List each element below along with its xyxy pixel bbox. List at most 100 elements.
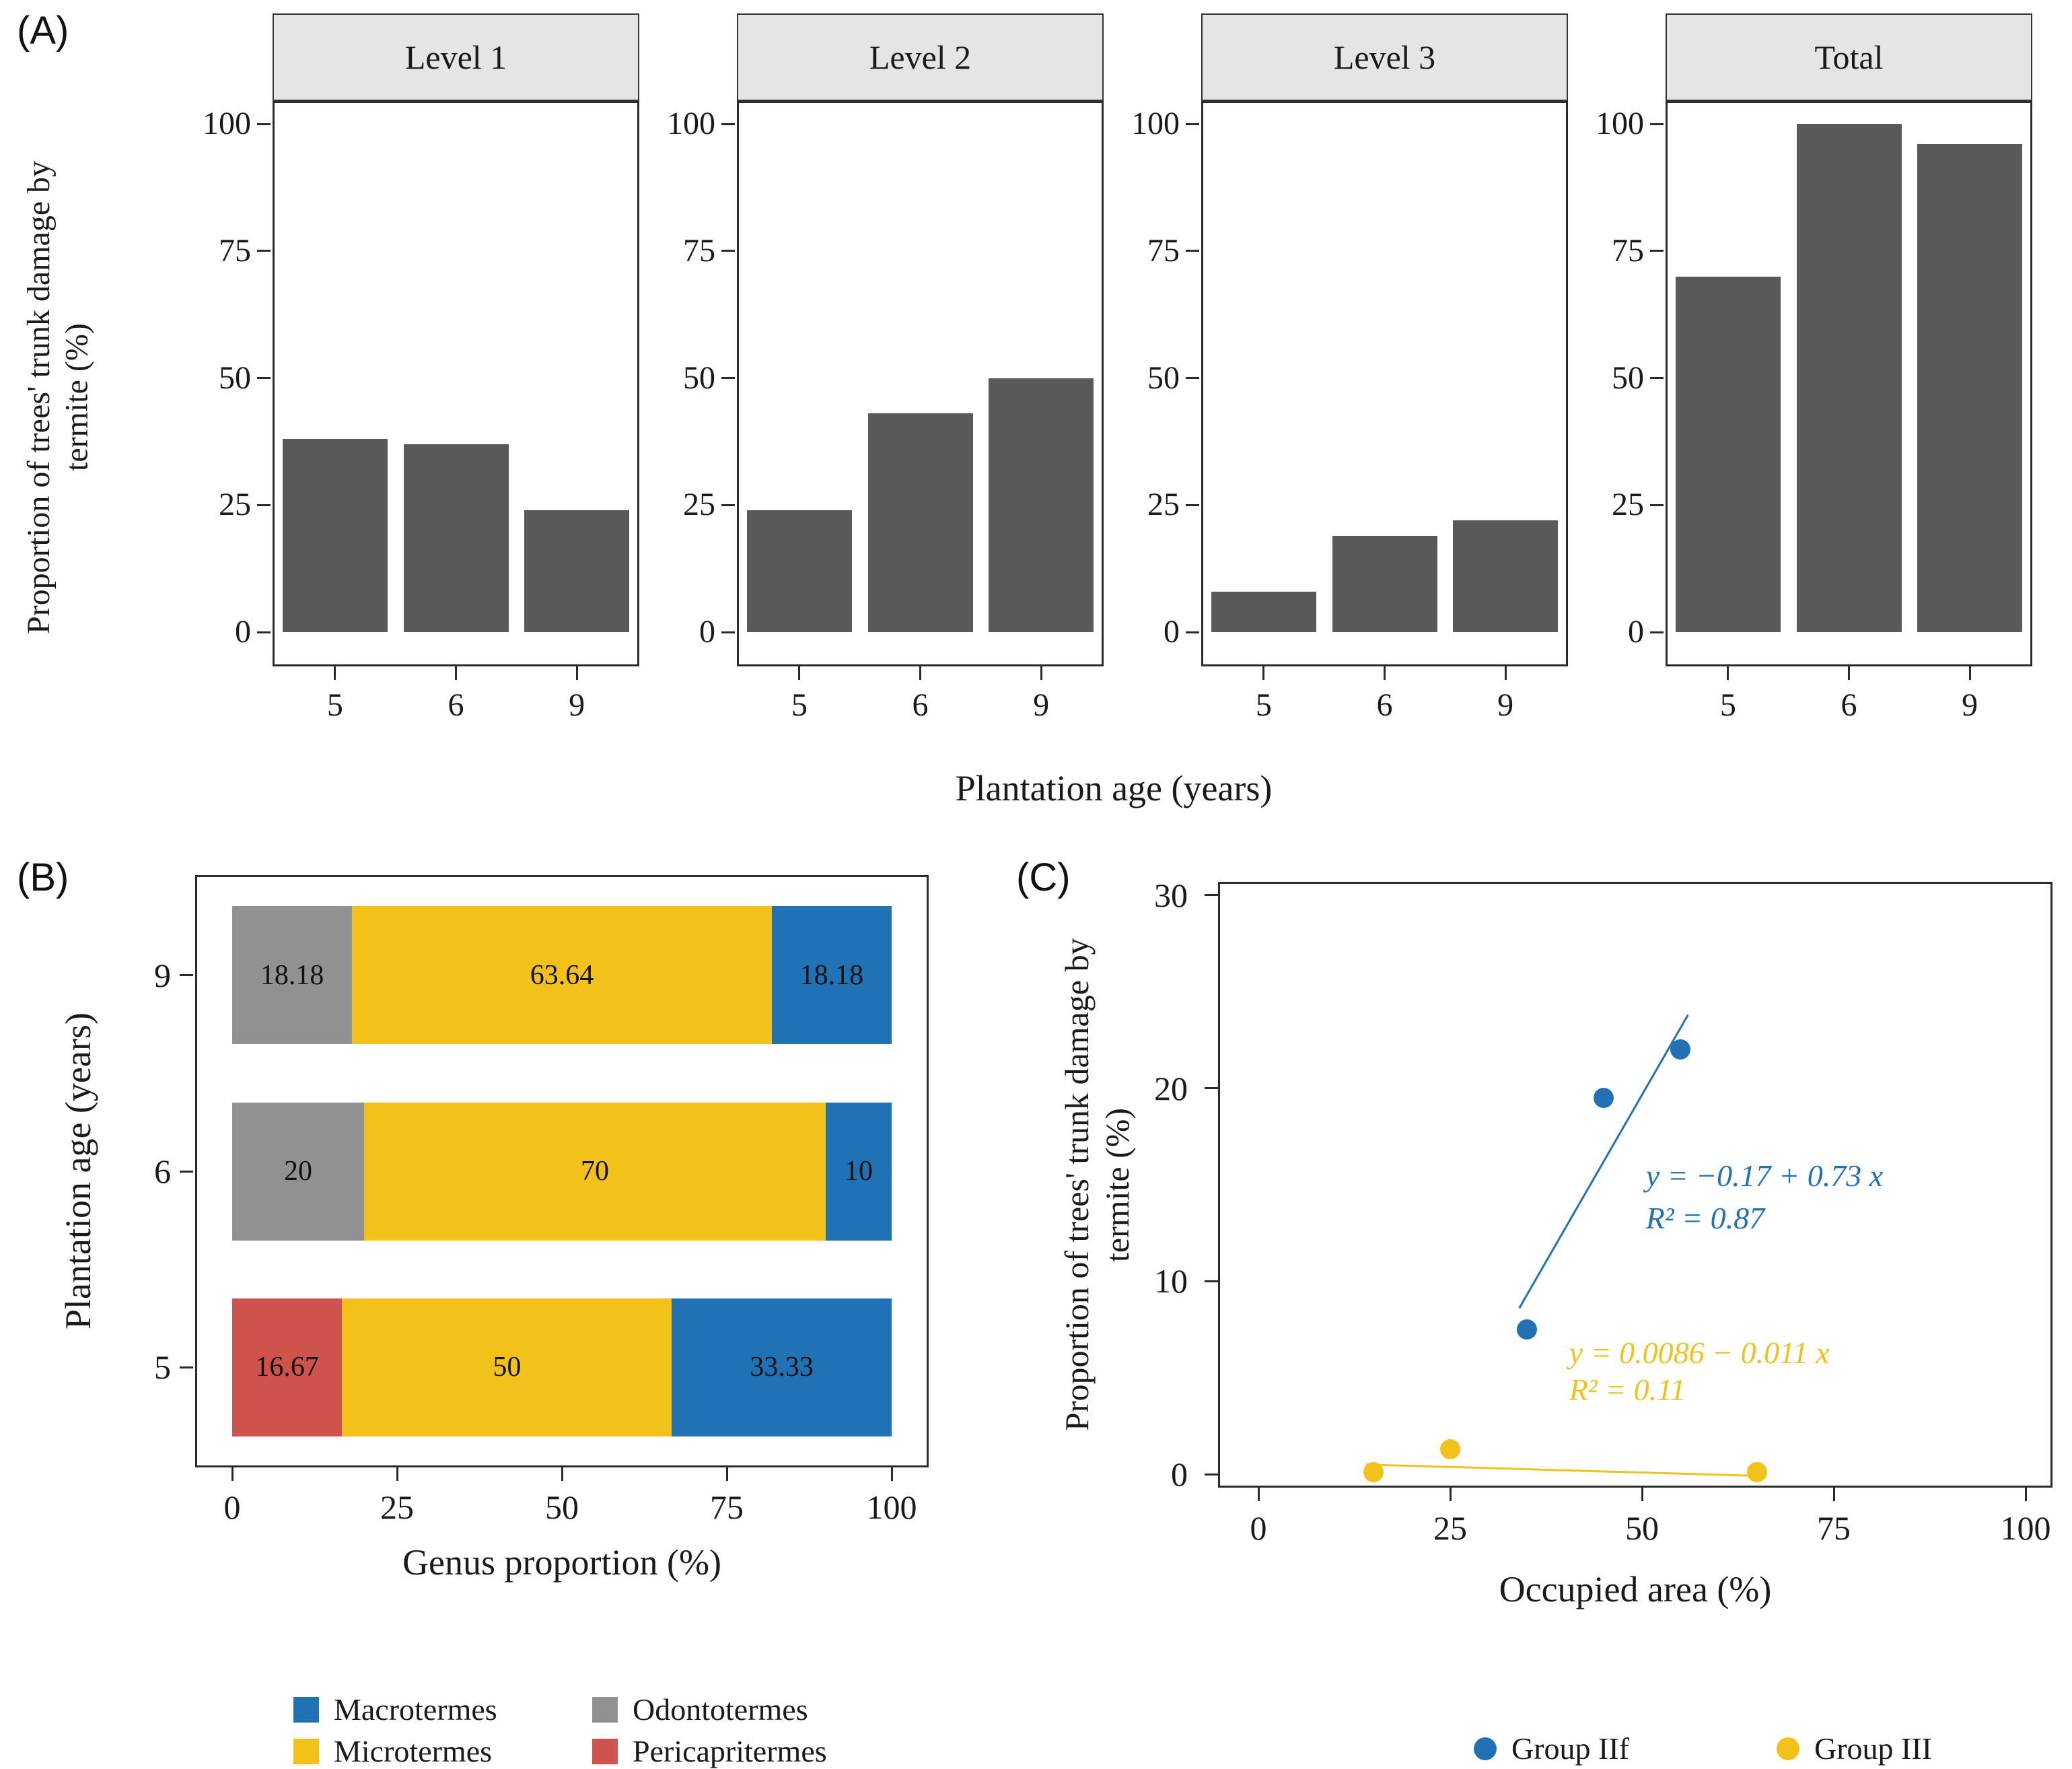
facet-body: 0 25 50 75 100 bbox=[195, 101, 639, 666]
x-tick-mark bbox=[1641, 1488, 1643, 1501]
x-tick-label: 5 bbox=[1255, 687, 1272, 723]
pericapritermes-swatch bbox=[592, 1738, 618, 1764]
x-tick-label: 50 bbox=[545, 1488, 579, 1526]
y-tick-label: 0 bbox=[699, 614, 715, 650]
y-tick-label: 75 bbox=[219, 232, 251, 269]
facet-strip-level-3: Level 3 bbox=[1201, 13, 1568, 101]
y-tick-label: 50 bbox=[683, 359, 715, 396]
point-group-iii bbox=[1440, 1438, 1460, 1459]
y-axis: 0 25 50 75 100 bbox=[1588, 101, 1666, 666]
bar-age-9 bbox=[524, 510, 630, 632]
x-tick-mark bbox=[455, 666, 457, 680]
y-tick-mark bbox=[1205, 894, 1218, 897]
y-tick-label: 50 bbox=[1612, 359, 1644, 396]
x-tick-mark bbox=[1727, 666, 1729, 680]
facet-strip-level-1: Level 1 bbox=[273, 13, 639, 101]
y-tick-label: 0 bbox=[1171, 1455, 1188, 1493]
y-axis: 0 25 50 75 100 bbox=[195, 101, 273, 666]
x-tick-label: 9 bbox=[1033, 687, 1050, 723]
bar-age-5 bbox=[1675, 276, 1781, 632]
x-tick-mark bbox=[798, 666, 801, 680]
stacked-bar-age-6: 20 70 10 bbox=[232, 1102, 892, 1241]
fit-lines bbox=[1365, 1014, 1765, 1478]
legend-item-pericapritermes: Pericapritermes bbox=[592, 1733, 827, 1769]
x-tick-mark bbox=[561, 1467, 563, 1481]
facet-plot-level-2 bbox=[737, 101, 1104, 666]
panel-b-x-axis: 0 25 50 75 100 bbox=[195, 1467, 929, 1535]
x-tick-mark bbox=[1384, 666, 1386, 680]
x-tick-mark bbox=[396, 1467, 398, 1481]
segment-odontotermes: 18.18 bbox=[232, 906, 353, 1045]
facet-strip-level-2: Level 2 bbox=[737, 13, 1104, 101]
x-tick-label: 50 bbox=[1625, 1509, 1659, 1547]
x-tick-label: 75 bbox=[1817, 1509, 1851, 1547]
facet-total: Total 0 25 50 75 100 5 6 9 bbox=[1588, 13, 2032, 730]
x-tick-mark bbox=[1040, 666, 1042, 680]
bar-age-9 bbox=[1917, 144, 2023, 632]
segment-microtermes: 70 bbox=[364, 1102, 826, 1241]
x-tick-label: 0 bbox=[1250, 1509, 1267, 1547]
segment-value: 33.33 bbox=[750, 1352, 814, 1383]
segment-value: 18.18 bbox=[799, 959, 864, 991]
y-tick-label: 6 bbox=[154, 1152, 171, 1190]
legend-label-pericapritermes: Pericapritermes bbox=[633, 1734, 827, 1768]
segment-value: 10 bbox=[845, 1156, 873, 1187]
y-tick-label: 50 bbox=[219, 359, 251, 396]
y-tick-mark bbox=[1186, 123, 1199, 125]
segment-value: 70 bbox=[581, 1156, 609, 1187]
facet-plot-level-1 bbox=[273, 101, 639, 666]
y-tick-mark bbox=[1186, 631, 1199, 633]
panel-b-y-axis: 9 6 5 bbox=[121, 875, 195, 1467]
facet-body: 0 25 50 75 100 bbox=[659, 101, 1104, 666]
legend-label-macrotermes: Macrotermes bbox=[334, 1692, 497, 1727]
group-iii-swatch bbox=[1777, 1737, 1799, 1760]
y-tick-label: 0 bbox=[1628, 614, 1644, 650]
y-tick-mark bbox=[721, 504, 735, 506]
y-tick-label: 25 bbox=[1147, 487, 1180, 523]
x-axis: 5 6 9 bbox=[737, 666, 1104, 730]
x-tick-mark bbox=[1504, 666, 1507, 680]
bar-age-9 bbox=[1453, 520, 1559, 632]
y-tick-label: 75 bbox=[1147, 232, 1180, 269]
x-tick-label: 6 bbox=[1376, 687, 1393, 723]
panel-c-plot: y = −0.17 + 0.73 x R² = 0.87 y = 0.0086 − … bbox=[1154, 878, 2052, 1547]
x-tick-mark bbox=[1262, 666, 1265, 680]
y-tick-label: 9 bbox=[154, 956, 171, 994]
facet-body: 0 25 50 75 100 bbox=[1124, 101, 1568, 666]
segment-macrotermes: 10 bbox=[826, 1102, 892, 1241]
panel-a-facets: Level 1 0 25 50 75 100 5 6 9 Level 2 0 25 50 75 100 5 6 9… bbox=[195, 13, 2032, 730]
y-axis: 0 25 50 75 100 bbox=[1124, 101, 1201, 666]
y-tick-mark bbox=[1650, 504, 1664, 506]
x-tick-label: 5 bbox=[326, 687, 343, 723]
fit-line-group-iii bbox=[1365, 1463, 1765, 1478]
panel-c-x-axis-title: Occupied area (%) bbox=[1499, 1569, 1772, 1609]
x-tick-mark bbox=[1968, 666, 1971, 680]
y-tick-label: 10 bbox=[1154, 1262, 1188, 1300]
x-tick-mark bbox=[725, 1467, 728, 1481]
segment-macrotermes: 18.18 bbox=[771, 906, 892, 1045]
y-tick-mark bbox=[721, 631, 735, 633]
legend-item-group-iif: Group IIf bbox=[1474, 1731, 1629, 1766]
x-tick-label: 100 bbox=[866, 1488, 917, 1526]
y-axis: 0 25 50 75 100 bbox=[659, 101, 737, 666]
y-tick-label: 25 bbox=[683, 487, 715, 523]
panel-b-plot: 18.18 63.64 18.18 20 70 10 16.67 50 33.33 bbox=[195, 875, 929, 1467]
y-tick-label: 30 bbox=[1154, 876, 1188, 914]
x-tick-mark bbox=[2024, 1488, 2027, 1501]
microtermes-swatch bbox=[293, 1738, 319, 1764]
y-tick-label: 0 bbox=[235, 614, 251, 650]
x-tick-mark bbox=[334, 666, 336, 680]
legend-item-odontotermes: Odontotermes bbox=[592, 1692, 808, 1727]
macrotermes-swatch bbox=[293, 1696, 319, 1723]
x-tick-mark bbox=[1257, 1488, 1260, 1501]
panel-b-y-axis-title: Plantation age (years) bbox=[58, 1012, 98, 1330]
x-tick-label: 0 bbox=[223, 1488, 241, 1526]
point-group-iif bbox=[1594, 1087, 1614, 1108]
legend-item-macrotermes: Macrotermes bbox=[293, 1692, 497, 1727]
segment-value: 18.18 bbox=[260, 959, 324, 991]
y-tick-mark bbox=[1205, 1087, 1218, 1090]
y-tick-mark bbox=[257, 123, 271, 125]
bar-age-6 bbox=[867, 413, 973, 632]
segment-value: 63.64 bbox=[530, 959, 594, 991]
